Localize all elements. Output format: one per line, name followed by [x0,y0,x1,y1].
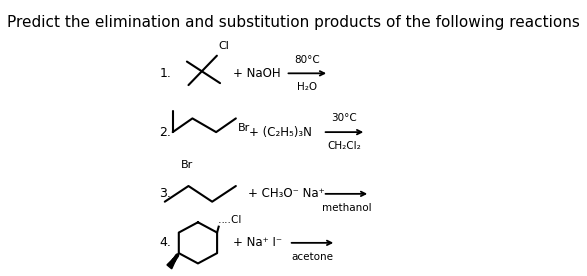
Text: methanol: methanol [322,203,371,213]
Text: Predict the elimination and substitution products of the following reactions: Predict the elimination and substitution… [7,15,580,30]
Text: + (C₂H₅)₃N: + (C₂H₅)₃N [249,126,312,139]
Text: acetone: acetone [291,252,333,262]
Text: 2.: 2. [159,126,171,139]
Text: + CH₃O⁻ Na⁺: + CH₃O⁻ Na⁺ [248,187,325,200]
Text: 4.: 4. [159,236,171,249]
Text: ‥‥Cl: ‥‥Cl [218,215,242,225]
Text: 30°C: 30°C [332,113,357,123]
Text: 80°C: 80°C [295,54,320,65]
Polygon shape [167,253,179,269]
Text: 3.: 3. [159,187,171,200]
Text: Br: Br [181,160,193,170]
Text: H₂O: H₂O [297,82,318,92]
Text: + Na⁺ I⁻: + Na⁺ I⁻ [234,236,282,249]
Text: + NaOH: + NaOH [232,67,281,80]
Text: CH₂Cl₂: CH₂Cl₂ [328,141,361,151]
Text: Br: Br [237,123,249,133]
Text: 1.: 1. [159,67,171,80]
Text: Cl: Cl [218,41,230,51]
